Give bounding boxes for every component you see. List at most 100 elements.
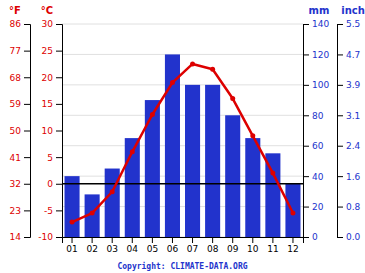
tick: 01 (66, 237, 77, 254)
tick: 77 (10, 46, 30, 56)
tick: 04 (127, 237, 139, 254)
tick: 23 (10, 206, 30, 216)
tick-mark (24, 24, 30, 25)
tick-label: 12 (287, 244, 298, 254)
marks (62, 54, 303, 237)
axis-title: mm (309, 5, 330, 16)
tick-label: 14 (10, 232, 22, 242)
tick-label: 120 (312, 50, 329, 60)
marker (110, 189, 115, 194)
tick: 68 (10, 73, 30, 83)
tick-label: 60 (312, 141, 324, 151)
tick-mark (303, 115, 309, 116)
tick: 120 (303, 50, 329, 60)
tick-label: 68 (10, 73, 22, 83)
tick: 03 (106, 237, 117, 254)
tick-mark (303, 54, 309, 55)
tick: -5 (44, 206, 62, 216)
tick: 20 (303, 202, 324, 212)
tick-label: 09 (227, 244, 239, 254)
tick: 10 (247, 237, 259, 254)
y-axis-celsius: -10-5051015202530 (38, 19, 62, 242)
tick-label: 03 (106, 244, 117, 254)
tick-label: 15 (42, 99, 53, 109)
tick-label: 02 (86, 244, 97, 254)
tick-mark (337, 176, 343, 177)
x-axis: 01 02 03 04 05 06 07 08 09 10 11 12 (63, 237, 304, 254)
tick-mark (303, 207, 309, 208)
tick-label: 30 (42, 19, 54, 29)
tick: 3.9 (337, 80, 361, 90)
tick-mark (24, 184, 30, 185)
tick-label: 06 (167, 244, 179, 254)
tick-label: 20 (312, 202, 324, 212)
tick: 41 (10, 153, 30, 163)
tick: 140 (303, 19, 329, 29)
tick-label: -10 (38, 232, 53, 242)
tick: 86 (10, 19, 30, 29)
marker (230, 96, 235, 101)
tick-mark (337, 85, 343, 86)
tick-mark (24, 157, 30, 158)
tick-mark (337, 115, 343, 116)
tick: 12 (287, 237, 298, 254)
tick-label: 07 (187, 244, 198, 254)
tick-label: -5 (44, 206, 53, 216)
tick-mark (56, 24, 62, 25)
tick: 14 (10, 232, 30, 242)
tick: 50 (10, 126, 30, 136)
tick-label: 3.9 (346, 80, 361, 90)
bar (145, 100, 160, 237)
tick-mark (56, 157, 62, 158)
tick-label: 140 (312, 19, 329, 29)
tick-mark (303, 24, 309, 25)
tick: 0 (47, 179, 62, 189)
tick-label: 01 (66, 244, 77, 254)
tick: -10 (38, 232, 62, 242)
tick-mark (192, 237, 193, 243)
tick-mark (112, 237, 113, 243)
marker (290, 211, 295, 216)
tick-label: 1.6 (346, 172, 361, 182)
tick: 5.5 (337, 19, 360, 29)
tick-label: 20 (42, 73, 54, 83)
tick-label: 05 (147, 244, 158, 254)
axis-line (24, 25, 31, 238)
tick: 15 (42, 99, 62, 109)
bar (185, 85, 200, 237)
tick-mark (56, 210, 62, 211)
tick-label: 0 (312, 232, 318, 242)
tick: 05 (147, 237, 158, 254)
tick-label: 41 (10, 153, 21, 163)
axis-line (56, 25, 63, 238)
tick: 3.1 (337, 111, 360, 121)
tick: 07 (187, 237, 198, 254)
tick: 08 (207, 237, 219, 254)
grid-line (62, 115, 303, 116)
tick-label: 86 (10, 19, 22, 29)
tick: 20 (42, 73, 62, 83)
axis-title: °F (9, 5, 21, 16)
tick-mark (337, 24, 343, 25)
tick-label: 59 (10, 99, 22, 109)
axis-line (338, 25, 344, 238)
tick-label: 0.0 (346, 232, 361, 242)
grid (62, 24, 303, 237)
tick-label: 11 (267, 244, 278, 254)
tick-label: 40 (312, 172, 324, 182)
tick-label: 3.1 (346, 111, 360, 121)
tick-mark (24, 104, 30, 105)
markers (70, 61, 296, 224)
tick-mark (303, 146, 309, 147)
y2-axis-mm: 020406080100120140 (303, 19, 329, 242)
tick-label: 77 (10, 46, 21, 56)
tick: 100 (303, 80, 329, 90)
tick-mark (272, 237, 273, 243)
tick: 1.6 (337, 172, 361, 182)
tick: 2.4 (337, 141, 361, 151)
y-axis-fahrenheit: 142332415059687786 (10, 19, 31, 242)
tick-mark (72, 237, 73, 243)
tick-label: 50 (10, 126, 22, 136)
bar (245, 138, 260, 237)
grid-line (62, 54, 303, 55)
